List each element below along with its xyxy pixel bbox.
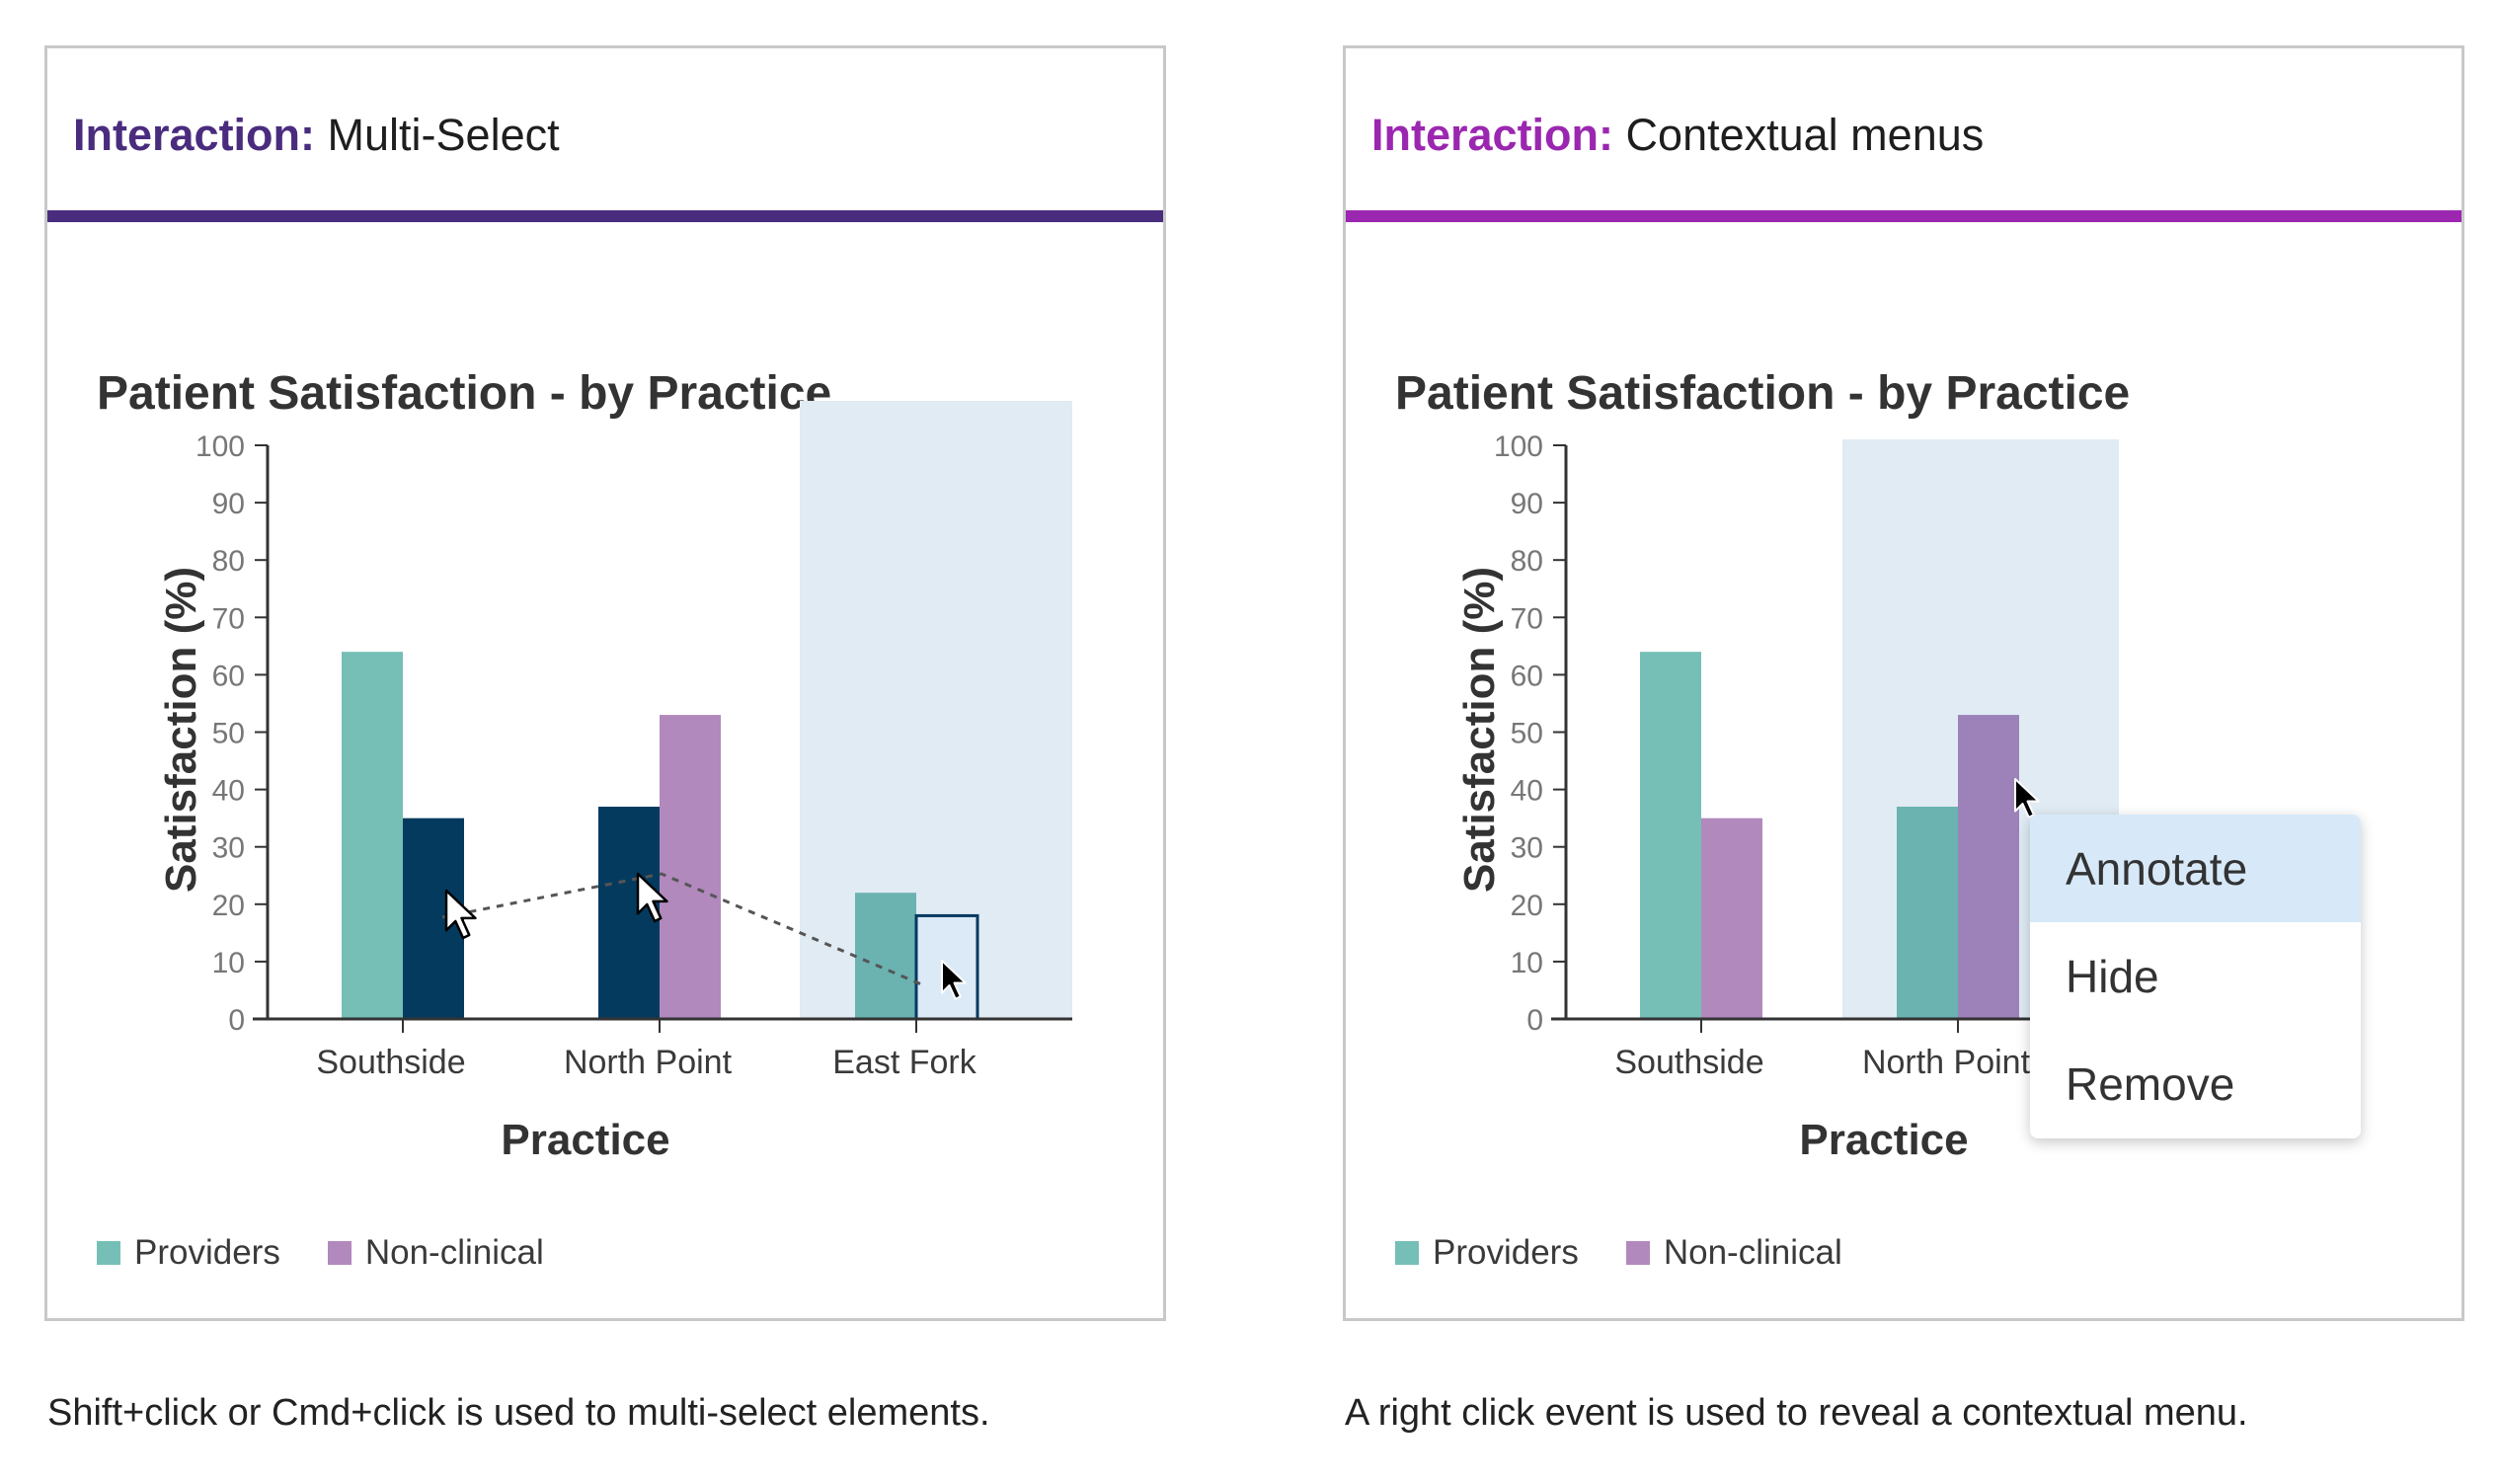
- context-menu-hide[interactable]: Hide: [2066, 950, 2159, 1002]
- bar-north-point-providers: [1897, 807, 1958, 1019]
- non-clinical-swatch: [1625, 1241, 1650, 1265]
- legend-label: Providers: [134, 1233, 280, 1272]
- chart-title: Patient Satisfaction - by Practice: [1395, 367, 2131, 420]
- y-tick-label: 60: [212, 660, 245, 692]
- interaction-label: Interaction:: [1371, 110, 1614, 160]
- accent-rule: [1346, 210, 2461, 222]
- y-tick-label: 30: [1511, 832, 1543, 865]
- interaction-name: Multi-Select: [327, 110, 560, 160]
- y-tick-label: 60: [1511, 660, 1543, 692]
- bar-southside-providers: [342, 652, 403, 1019]
- y-tick-label: 20: [212, 890, 245, 922]
- panel-header: Interaction: Contextual menus: [1346, 48, 2461, 211]
- bar-southside-providers: [1640, 652, 1701, 1019]
- context-menu-annotate[interactable]: Annotate: [2030, 815, 2361, 922]
- context-menu-remove[interactable]: Remove: [2066, 1057, 2235, 1110]
- legend-label: Non-clinical: [1663, 1233, 1842, 1272]
- interaction-label: Interaction:: [73, 110, 316, 160]
- providers-swatch: [97, 1241, 120, 1265]
- y-tick-label: 0: [1526, 1004, 1543, 1037]
- y-tick-label: 70: [1511, 602, 1543, 635]
- legend-item-non-clinical[interactable]: Non-clinical: [327, 1233, 544, 1273]
- x-tick-label-southside: Southside: [316, 1044, 465, 1081]
- multi-select-panel: Interaction: Multi-Select Patient Satisf…: [44, 45, 1166, 1321]
- y-tick-label: 50: [212, 718, 245, 750]
- bar-north-point-non-clinical: [660, 715, 721, 1019]
- chart-title: Patient Satisfaction - by Practice: [97, 367, 832, 420]
- x-axis-title: Practice: [1799, 1116, 1968, 1164]
- bar-southside-non-clinical: [1701, 818, 1762, 1019]
- y-tick-label: 40: [1511, 775, 1543, 808]
- y-tick-label: 20: [1511, 890, 1543, 922]
- y-tick-label: 90: [1511, 488, 1543, 520]
- interaction-name: Contextual menus: [1625, 110, 1985, 160]
- x-tick-label-southside: Southside: [1614, 1044, 1763, 1081]
- legend-label: Non-clinical: [364, 1233, 544, 1272]
- legend: Providers Non-clinical: [1395, 1233, 1842, 1273]
- contextual-menu-panel: Interaction: Contextual menus Patient Sa…: [1343, 45, 2464, 1321]
- y-tick-label: 100: [1494, 430, 1543, 463]
- y-tick-label: 100: [195, 430, 245, 463]
- legend-item-non-clinical[interactable]: Non-clinical: [1625, 1233, 1842, 1273]
- x-tick-label-east-fork: East Fork: [832, 1044, 977, 1081]
- x-tick-label-north-point: North Point: [564, 1044, 733, 1081]
- x-axis-title: Practice: [501, 1116, 669, 1164]
- y-tick-label: 40: [212, 775, 245, 808]
- context-menu: Annotate Hide Remove: [2030, 815, 2361, 1138]
- cursor-icon: [941, 960, 967, 1000]
- y-axis-title: Satisfaction (%): [157, 567, 205, 893]
- cursor-icon: [444, 889, 477, 940]
- selection-path: [441, 872, 927, 988]
- bar-north-point-non-clinical: [1958, 715, 2019, 1019]
- legend-item-providers[interactable]: Providers: [97, 1233, 280, 1273]
- accent-rule: [47, 210, 1163, 222]
- y-tick-label: 70: [212, 602, 245, 635]
- legend-item-providers[interactable]: Providers: [1395, 1233, 1579, 1273]
- y-tick-label: 0: [228, 1004, 245, 1037]
- legend: Providers Non-clinical: [97, 1233, 544, 1273]
- legend-label: Providers: [1433, 1233, 1579, 1272]
- bar-east-fork-providers: [855, 893, 916, 1019]
- non-clinical-swatch: [327, 1241, 352, 1265]
- y-tick-label: 80: [1511, 545, 1543, 578]
- caption: A right click event is used to reveal a …: [1345, 1392, 2248, 1434]
- y-tick-label: 80: [212, 545, 245, 578]
- y-tick-label: 30: [212, 832, 245, 865]
- x-tick-label-north-point: North Point: [1862, 1044, 2031, 1081]
- bar-north-point-providers: [598, 807, 660, 1019]
- caption: Shift+click or Cmd+click is used to mult…: [47, 1392, 990, 1434]
- y-tick-label: 10: [1511, 947, 1543, 979]
- y-tick-label: 90: [212, 488, 245, 520]
- panel-header: Interaction: Multi-Select: [47, 48, 1163, 211]
- cursor-icon: [636, 872, 668, 923]
- providers-swatch: [1395, 1241, 1419, 1265]
- y-tick-label: 50: [1511, 718, 1543, 750]
- y-axis-title: Satisfaction (%): [1455, 567, 1504, 893]
- bar-chart: 0 10 20 30 40 50 60 70 80 90 100 Southside North Poi…: [157, 401, 1072, 1164]
- y-tick-label: 10: [212, 947, 245, 979]
